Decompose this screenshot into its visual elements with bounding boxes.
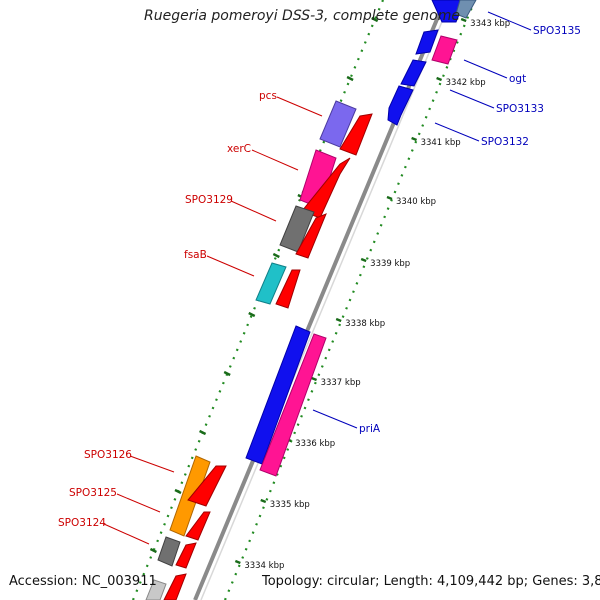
ruler-major-tick bbox=[460, 17, 467, 23]
ruler-inner-tick bbox=[371, 16, 379, 23]
gene-label-pria[interactable]: priA bbox=[359, 423, 381, 435]
topology-summary: Topology: circular; Length: 4,109,442 bp… bbox=[262, 574, 600, 589]
gene-spo3124-block[interactable] bbox=[157, 536, 181, 567]
ruler-label: 3342 kbp bbox=[446, 78, 486, 88]
gene-label-spo3133[interactable]: SPO3133 bbox=[496, 103, 544, 115]
leader-ogt bbox=[463, 59, 508, 79]
leader-spo3126 bbox=[129, 455, 175, 473]
ruler-ticks-left bbox=[149, 16, 379, 554]
gene-label-spo3126[interactable]: SPO3126 bbox=[84, 449, 132, 461]
gene-features bbox=[145, 0, 477, 600]
gene-ogt-block[interactable] bbox=[431, 35, 458, 65]
ruler-label: 3339 kbp bbox=[370, 259, 410, 269]
ruler-major-tick bbox=[234, 559, 241, 565]
ruler-major-tick bbox=[360, 257, 367, 263]
ruler-label: 3343 kbp bbox=[470, 19, 510, 29]
gene-spo3125-arrow[interactable] bbox=[185, 511, 211, 541]
leader-pcs bbox=[276, 96, 323, 117]
leader-spo3133 bbox=[449, 89, 495, 109]
gene-bottom-gray[interactable] bbox=[145, 579, 167, 600]
gene-spo3133-arrow[interactable] bbox=[400, 59, 427, 87]
ruler-dots-outer-left bbox=[223, 0, 477, 600]
accession-text: Accession: NC_003911 bbox=[9, 574, 157, 589]
gene-pria-pink[interactable] bbox=[259, 333, 327, 477]
gene-label-spo3129[interactable]: SPO3129 bbox=[185, 194, 233, 206]
ruler-inner-tick bbox=[149, 547, 157, 554]
gene-spo3126-block[interactable] bbox=[169, 455, 211, 537]
genome-title: Ruegeria pomeroyi DSS-3, complete genome bbox=[144, 8, 460, 24]
gene-label-spo3132[interactable]: SPO3132 bbox=[481, 136, 529, 148]
leader-pria bbox=[312, 409, 358, 429]
gene-spo3126-arrow[interactable] bbox=[187, 465, 227, 507]
gene-fsab-arrow[interactable] bbox=[275, 269, 301, 309]
ruler-major-tick bbox=[335, 317, 342, 323]
gene-label-xerc[interactable]: xerC bbox=[227, 143, 251, 155]
gene-fsab-block[interactable] bbox=[255, 262, 287, 305]
gene-pcs-arrow[interactable] bbox=[339, 113, 373, 156]
gene-xerc-arrow[interactable] bbox=[301, 157, 351, 219]
leader-xerc bbox=[251, 149, 299, 171]
ruler-label: 3336 kbp bbox=[295, 439, 335, 449]
gene-spo3132-arrow[interactable] bbox=[387, 85, 414, 126]
gene-spo3135-arrow[interactable] bbox=[431, 0, 466, 23]
leader-fsab bbox=[206, 255, 255, 277]
ruler-major-tick bbox=[411, 136, 418, 142]
ruler-major-tick bbox=[386, 195, 393, 201]
ruler-label: 3334 kbp bbox=[244, 561, 284, 571]
ruler-label: 3340 kbp bbox=[396, 197, 436, 207]
leader-spo3132 bbox=[434, 122, 480, 142]
right-gene-labels: SPO3135 ogt SPO3133 SPO3132 priA bbox=[312, 11, 581, 435]
ruler-inner-tick bbox=[199, 429, 207, 436]
leader-spo3135 bbox=[487, 11, 532, 31]
ruler-label: 3338 kbp bbox=[345, 319, 385, 329]
gene-spo3129-arrow[interactable] bbox=[295, 213, 327, 259]
gene-spo3124-arrow[interactable] bbox=[175, 542, 197, 569]
gene-label-spo3125[interactable]: SPO3125 bbox=[69, 487, 117, 499]
ruler-major-tick bbox=[260, 498, 267, 504]
ruler-inner-tick bbox=[223, 370, 231, 377]
gene-label-ogt[interactable]: ogt bbox=[509, 73, 526, 85]
ruler-label: 3337 kbp bbox=[321, 378, 361, 388]
ruler-label: 3341 kbp bbox=[421, 138, 461, 148]
leader-spo3125 bbox=[116, 493, 161, 513]
gene-label-spo3135[interactable]: SPO3135 bbox=[533, 25, 581, 37]
gene-label-pcs[interactable]: pcs bbox=[259, 90, 277, 102]
dna-backbone-light bbox=[200, 0, 452, 600]
gene-blue-top-2[interactable] bbox=[415, 29, 439, 55]
gene-pcs-block[interactable] bbox=[319, 100, 357, 148]
ruler-label: 3335 kbp bbox=[270, 500, 310, 510]
leader-spo3129 bbox=[230, 200, 277, 222]
ruler-ticks-right: 3343 kbp 3342 kbp 3341 kbp 3340 kbp 3339 kbp… bbox=[234, 17, 510, 571]
gene-bottom-arrow[interactable] bbox=[163, 573, 187, 600]
ruler-inner-tick bbox=[346, 75, 354, 82]
ruler-major-tick bbox=[311, 376, 318, 382]
left-gene-labels: pcs xerC SPO3129 fsaB SPO3126 SPO3125 SP… bbox=[58, 90, 323, 545]
ruler-inner-tick bbox=[248, 311, 256, 318]
ruler-major-tick bbox=[436, 76, 443, 82]
ruler-inner-tick bbox=[272, 252, 280, 259]
leader-spo3124 bbox=[103, 523, 150, 545]
ruler-inner-tick bbox=[174, 488, 182, 495]
gene-label-spo3124[interactable]: SPO3124 bbox=[58, 517, 106, 529]
gene-spo3135-top[interactable] bbox=[455, 0, 477, 19]
gene-label-fsab[interactable]: fsaB bbox=[184, 249, 207, 261]
